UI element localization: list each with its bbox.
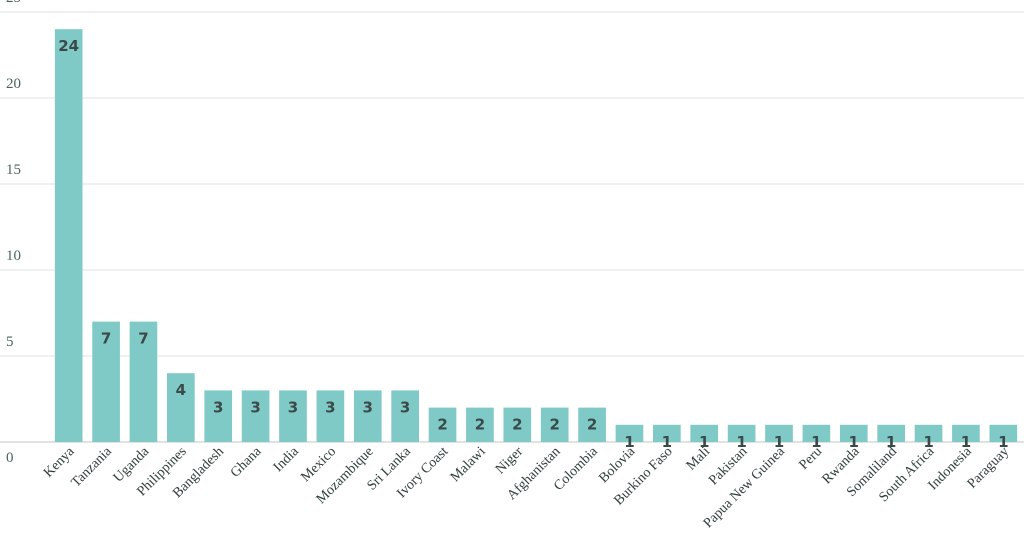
data-label: 3 bbox=[400, 398, 410, 416]
data-label: 2 bbox=[587, 416, 597, 434]
bar bbox=[279, 390, 307, 442]
data-label: 2 bbox=[437, 416, 447, 434]
bar bbox=[129, 321, 158, 442]
data-label: 4 bbox=[176, 381, 186, 399]
y-tick-label: 0 bbox=[6, 450, 14, 466]
data-label: 7 bbox=[138, 330, 148, 348]
data-label: 3 bbox=[325, 398, 335, 416]
y-axis-ticks: 0 5 10 15 20 25 bbox=[6, 0, 21, 466]
bar bbox=[989, 424, 1018, 442]
bar bbox=[690, 424, 719, 442]
data-label: 2 bbox=[475, 416, 485, 434]
data-label: 3 bbox=[250, 398, 260, 416]
x-tick-label: Tanzania bbox=[69, 444, 116, 491]
bar bbox=[765, 424, 793, 442]
bar bbox=[877, 424, 905, 442]
bar bbox=[466, 407, 494, 442]
data-label: 1 bbox=[811, 433, 821, 451]
bar bbox=[241, 390, 270, 442]
data-label: 2 bbox=[512, 416, 522, 434]
bar bbox=[54, 29, 83, 442]
data-label: 1 bbox=[886, 433, 896, 451]
data-label: 1 bbox=[699, 433, 709, 451]
bar bbox=[839, 424, 868, 442]
x-tick-label: India bbox=[271, 444, 303, 476]
bar bbox=[727, 424, 756, 442]
bar bbox=[167, 373, 195, 442]
bars bbox=[54, 29, 1018, 442]
y-tick-label: 20 bbox=[6, 76, 21, 92]
bar bbox=[353, 390, 382, 442]
bar bbox=[316, 390, 345, 442]
data-label: 1 bbox=[998, 433, 1008, 451]
bar bbox=[802, 424, 831, 442]
data-label: 1 bbox=[662, 433, 672, 451]
x-tick-label: Paraguay bbox=[965, 444, 1012, 491]
bar bbox=[914, 424, 943, 442]
data-label: 7 bbox=[101, 330, 111, 348]
data-label: 1 bbox=[961, 433, 971, 451]
bar bbox=[615, 424, 644, 442]
y-tick-label: 5 bbox=[6, 334, 14, 350]
bar bbox=[578, 407, 606, 442]
x-tick-label: Malawi bbox=[448, 444, 489, 485]
bar bbox=[428, 407, 457, 442]
data-label: 1 bbox=[849, 433, 859, 451]
bar bbox=[540, 407, 569, 442]
data-labels: 24 7 7 4 3 3 3 3 3 3 2 2 2 2 2 1 1 1 1 1 1 1 1 1 1 1 bbox=[58, 37, 1008, 451]
data-label: 3 bbox=[288, 398, 298, 416]
data-label: 1 bbox=[923, 433, 933, 451]
bar bbox=[653, 424, 681, 442]
data-label: 24 bbox=[58, 37, 79, 55]
y-tick-label: 25 bbox=[6, 0, 21, 6]
y-tick-label: 10 bbox=[6, 248, 21, 264]
x-tick-label: Niger bbox=[493, 444, 526, 477]
data-label: 1 bbox=[624, 433, 634, 451]
bar bbox=[204, 390, 233, 442]
bar bbox=[503, 407, 532, 442]
data-label: 2 bbox=[549, 416, 559, 434]
data-label: 3 bbox=[363, 398, 373, 416]
data-label: 3 bbox=[213, 398, 223, 416]
bar bbox=[391, 390, 419, 442]
x-axis-labels: KenyaTanzaniaUgandaPhilippinesBangladesh… bbox=[41, 444, 1012, 532]
data-label: 1 bbox=[774, 433, 784, 451]
data-label: 1 bbox=[736, 433, 746, 451]
x-tick-label: Ghana bbox=[228, 444, 265, 481]
bar bbox=[952, 424, 980, 442]
bar bbox=[92, 321, 120, 442]
y-tick-label: 15 bbox=[6, 162, 21, 178]
